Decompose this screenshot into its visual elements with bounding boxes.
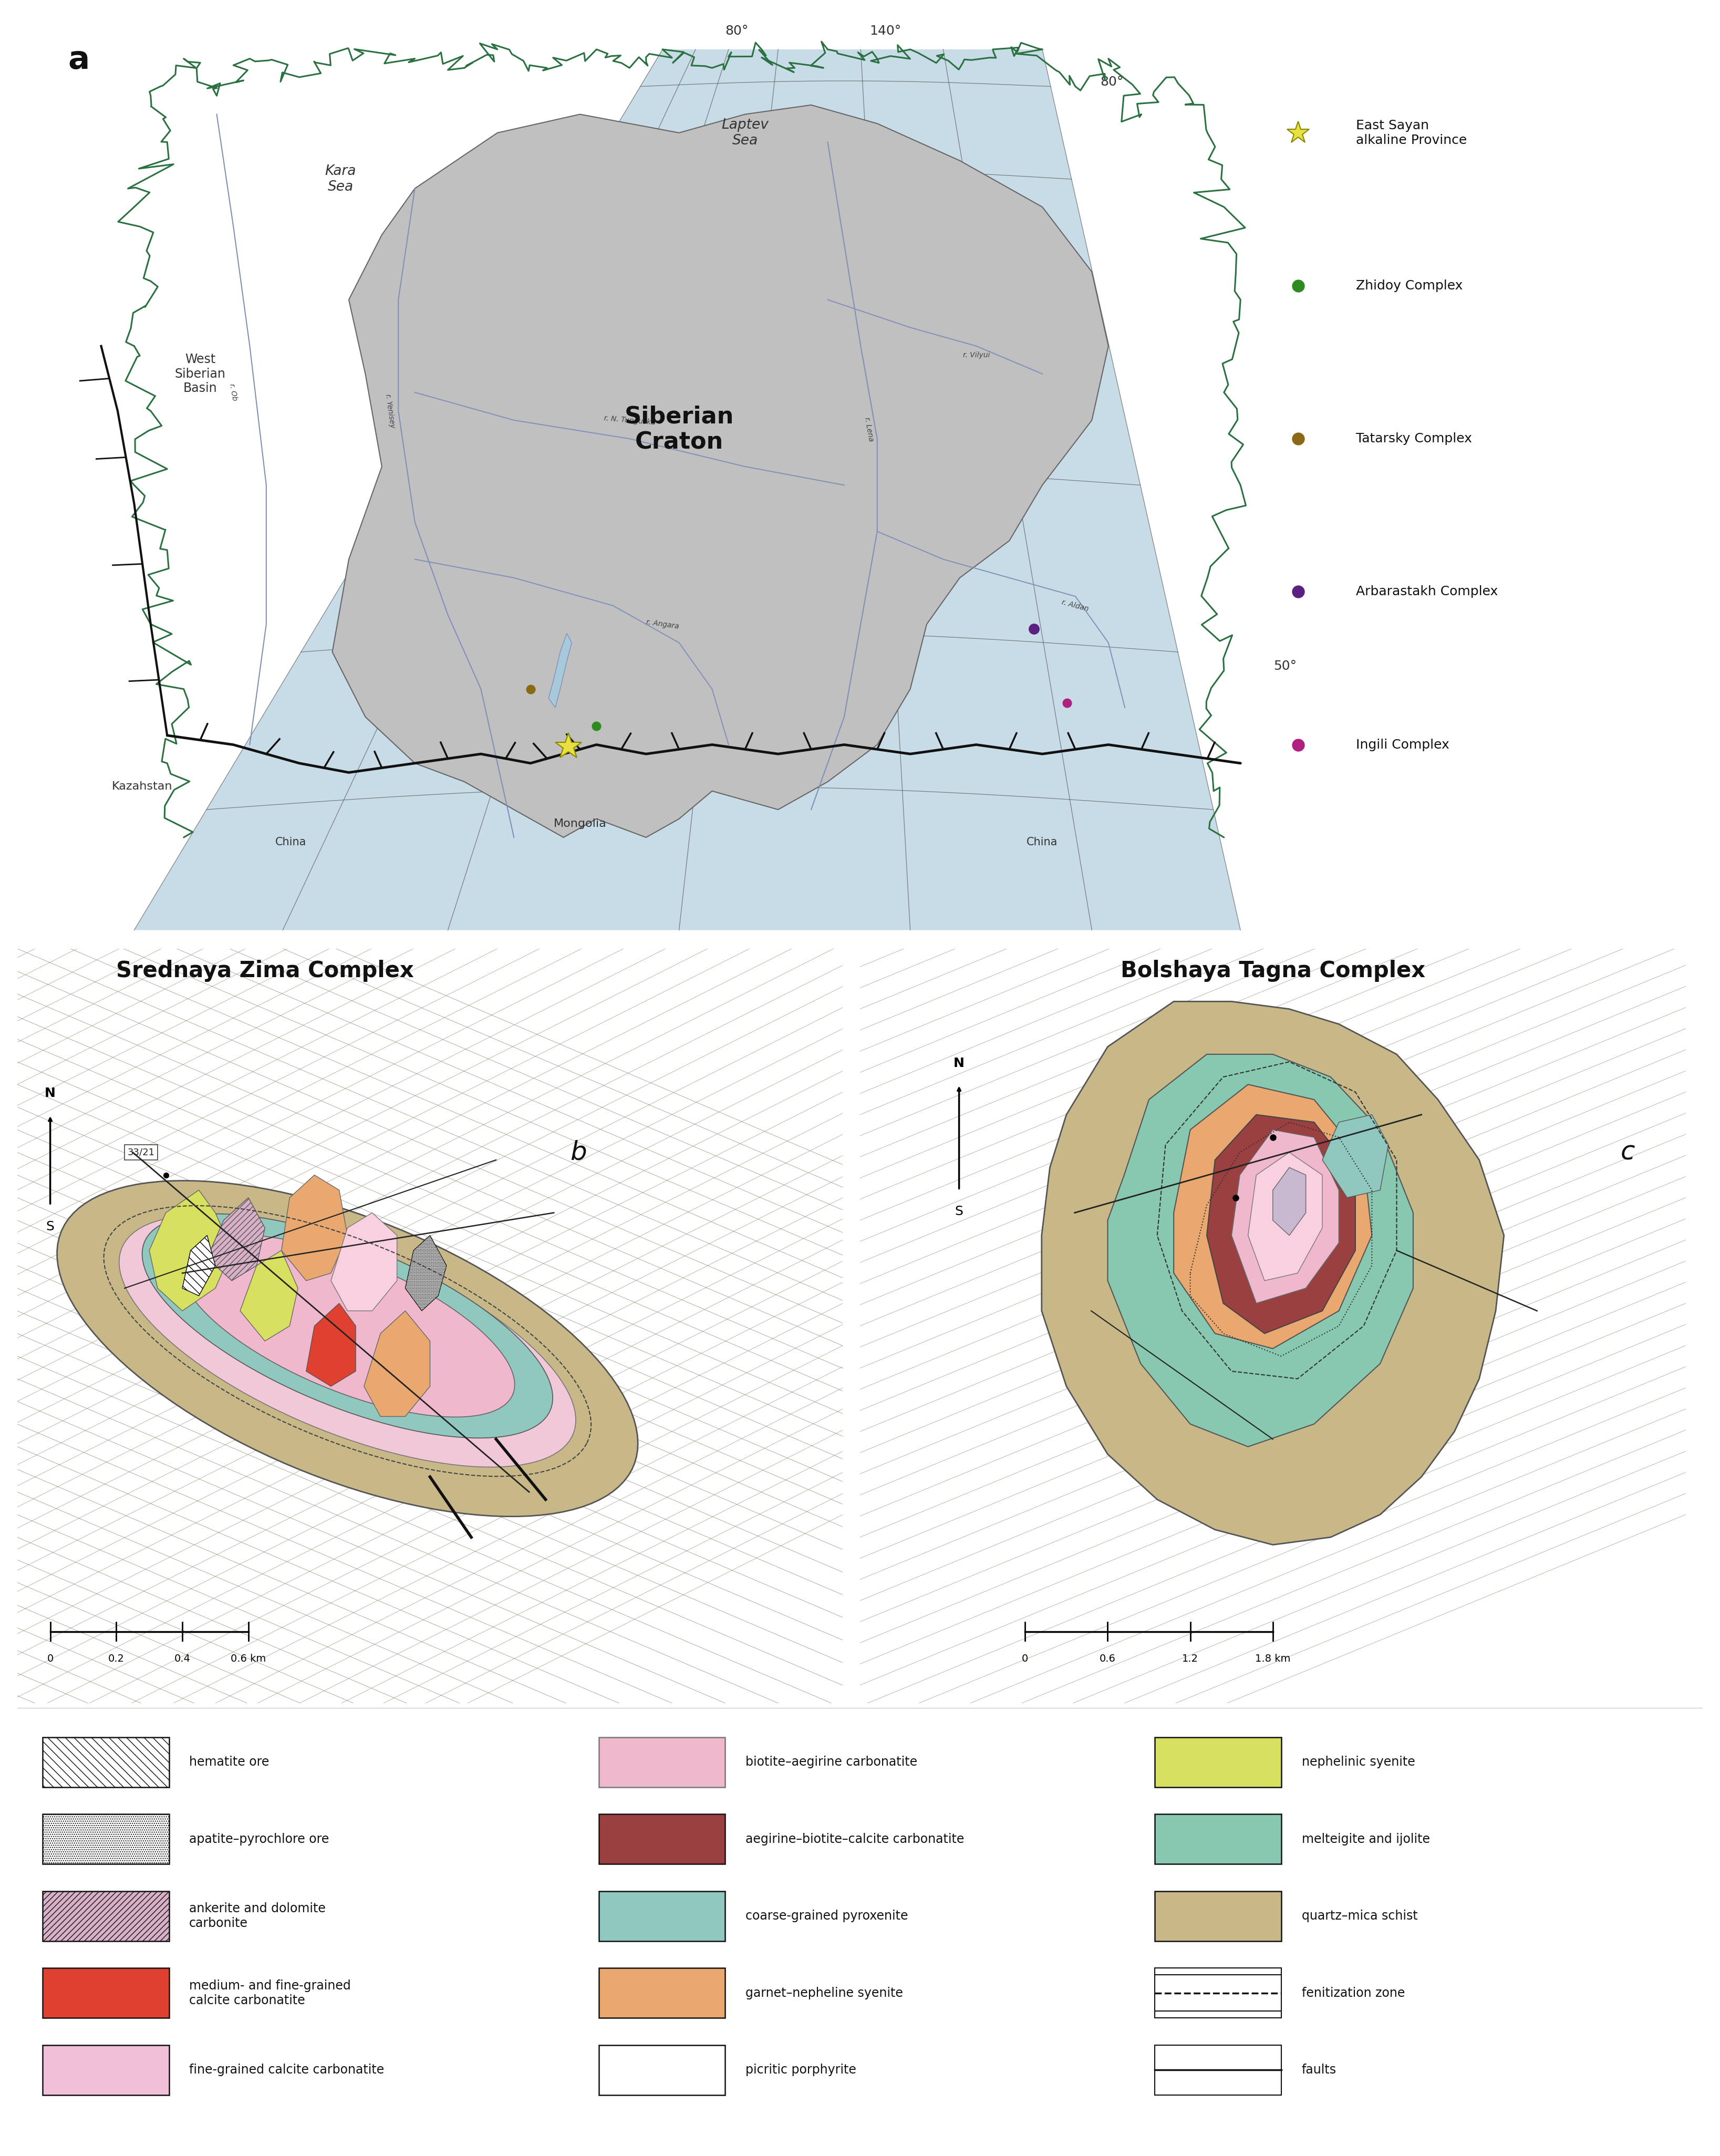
Polygon shape xyxy=(119,1216,576,1466)
Text: China: China xyxy=(275,837,306,847)
Text: biotite–aegirine carbonatite: biotite–aegirine carbonatite xyxy=(745,1755,917,1768)
Text: c: c xyxy=(1620,1141,1636,1164)
Bar xyxy=(599,1738,726,1787)
Text: 0.6: 0.6 xyxy=(1099,1654,1116,1664)
Polygon shape xyxy=(206,1199,265,1281)
Text: r. N. Tunguska: r. N. Tunguska xyxy=(604,414,655,427)
Text: 0.4: 0.4 xyxy=(174,1654,191,1664)
Bar xyxy=(599,1891,726,1940)
Text: 33/21: 33/21 xyxy=(127,1147,155,1158)
Polygon shape xyxy=(182,1235,215,1296)
Polygon shape xyxy=(1249,1153,1323,1281)
Text: Zhidoy Complex: Zhidoy Complex xyxy=(1355,280,1464,291)
Text: N: N xyxy=(45,1087,55,1100)
Text: 0: 0 xyxy=(1022,1654,1029,1664)
Bar xyxy=(43,2046,169,2096)
Bar xyxy=(1156,2046,1281,2096)
Polygon shape xyxy=(1273,1169,1305,1235)
Text: 0.6 km: 0.6 km xyxy=(230,1654,267,1664)
Text: Tatarsky Complex: Tatarsky Complex xyxy=(1355,433,1472,444)
Text: a: a xyxy=(69,45,89,75)
Text: 50°: 50° xyxy=(1273,660,1297,673)
Polygon shape xyxy=(150,1190,232,1311)
Text: 80°: 80° xyxy=(726,24,748,37)
Text: garnet–nepheline syenite: garnet–nepheline syenite xyxy=(745,1986,903,1999)
Text: West
Siberian
Basin: West Siberian Basin xyxy=(175,354,225,395)
Text: ankerite and dolomite
carbonite: ankerite and dolomite carbonite xyxy=(189,1902,325,1930)
Text: Mongolia: Mongolia xyxy=(554,819,607,828)
Polygon shape xyxy=(241,1250,298,1341)
Text: r. Yenisey: r. Yenisey xyxy=(384,392,396,429)
Polygon shape xyxy=(1108,1054,1414,1447)
Polygon shape xyxy=(282,1175,347,1281)
Text: r. Angara: r. Angara xyxy=(645,619,679,630)
Polygon shape xyxy=(143,1214,552,1438)
Bar xyxy=(599,2046,726,2096)
Text: r. Vilyui: r. Vilyui xyxy=(963,351,989,360)
Polygon shape xyxy=(365,1311,430,1416)
Bar xyxy=(599,1968,726,2018)
Polygon shape xyxy=(1232,1130,1338,1302)
Bar xyxy=(43,1968,169,2018)
Text: r. Aldan: r. Aldan xyxy=(1061,599,1090,612)
Text: East Sayan
alkaline Province: East Sayan alkaline Province xyxy=(1355,119,1467,147)
Polygon shape xyxy=(1207,1115,1355,1332)
Text: Srednaya Zima Complex: Srednaya Zima Complex xyxy=(115,959,415,981)
Polygon shape xyxy=(181,1235,514,1416)
Text: nephelinic syenite: nephelinic syenite xyxy=(1302,1755,1416,1768)
Text: Kazahstan: Kazahstan xyxy=(112,780,172,791)
Text: 80°: 80° xyxy=(1101,75,1123,88)
Text: Siberian
Craton: Siberian Craton xyxy=(624,405,734,455)
Text: coarse-grained pyroxenite: coarse-grained pyroxenite xyxy=(745,1910,908,1923)
Text: apatite–pyrochlore ore: apatite–pyrochlore ore xyxy=(189,1833,329,1846)
Polygon shape xyxy=(406,1235,447,1311)
Polygon shape xyxy=(330,1212,397,1311)
Text: faults: faults xyxy=(1302,2063,1336,2076)
Text: 140°: 140° xyxy=(870,24,901,37)
Text: Bolshaya Tagna Complex: Bolshaya Tagna Complex xyxy=(1120,959,1426,981)
Text: melteigite and ijolite: melteigite and ijolite xyxy=(1302,1833,1429,1846)
Polygon shape xyxy=(134,50,1240,929)
Text: S: S xyxy=(46,1220,55,1233)
Polygon shape xyxy=(1173,1084,1373,1350)
Text: 0: 0 xyxy=(46,1654,53,1664)
Text: aegirine–biotite–calcite carbonatite: aegirine–biotite–calcite carbonatite xyxy=(745,1833,965,1846)
Text: 1.8 km: 1.8 km xyxy=(1256,1654,1290,1664)
Bar xyxy=(1156,1813,1281,1865)
Text: Laptev
Sea: Laptev Sea xyxy=(721,119,769,147)
Text: hematite ore: hematite ore xyxy=(189,1755,270,1768)
Text: Kara
Sea: Kara Sea xyxy=(325,164,356,194)
Polygon shape xyxy=(332,106,1108,837)
Text: 0.2: 0.2 xyxy=(108,1654,124,1664)
Bar xyxy=(43,1813,169,1865)
Text: medium- and fine-grained
calcite carbonatite: medium- and fine-grained calcite carbona… xyxy=(189,1979,351,2007)
Text: fenitization zone: fenitization zone xyxy=(1302,1986,1405,1999)
Text: r. Ob: r. Ob xyxy=(229,384,239,401)
Text: 1.2: 1.2 xyxy=(1182,1654,1199,1664)
Text: N: N xyxy=(953,1056,965,1069)
Bar xyxy=(43,1891,169,1940)
Text: Ingili Complex: Ingili Complex xyxy=(1355,737,1450,750)
Text: Arbarastakh Complex: Arbarastakh Complex xyxy=(1355,586,1498,597)
Polygon shape xyxy=(306,1302,356,1386)
Text: r. Lena: r. Lena xyxy=(863,416,875,442)
Text: picritic porphyrite: picritic porphyrite xyxy=(745,2063,857,2076)
Text: fine-grained calcite carbonatite: fine-grained calcite carbonatite xyxy=(189,2063,384,2076)
Polygon shape xyxy=(549,634,571,707)
Bar xyxy=(1156,1738,1281,1787)
Text: K 23/19: K 23/19 xyxy=(1218,1117,1254,1128)
Bar xyxy=(43,1738,169,1787)
Text: China: China xyxy=(1027,837,1058,847)
Text: 25/19: 25/19 xyxy=(1185,1177,1213,1188)
Bar xyxy=(1156,1891,1281,1940)
Text: b: b xyxy=(571,1141,587,1164)
Bar xyxy=(599,1813,726,1865)
Bar xyxy=(1156,1968,1281,2018)
Polygon shape xyxy=(57,1181,638,1516)
Polygon shape xyxy=(1323,1115,1388,1199)
Polygon shape xyxy=(1042,1000,1503,1544)
Text: quartz–mica schist: quartz–mica schist xyxy=(1302,1910,1417,1923)
Text: S: S xyxy=(955,1205,963,1218)
